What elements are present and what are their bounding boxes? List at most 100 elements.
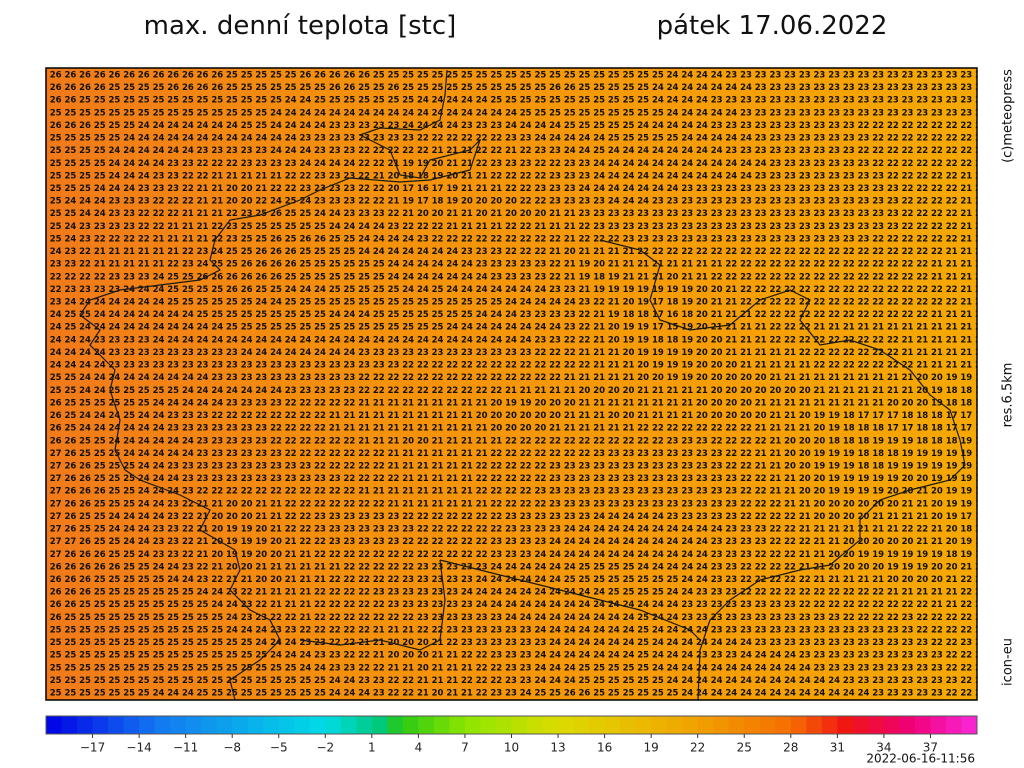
credit: (c)meteopress <box>1001 69 1016 163</box>
value-row: 7 27 26 25 25 24 24 24 23 23 22 21 20 19… <box>41 525 981 535</box>
colorbar-segment <box>185 716 202 734</box>
value-row: 6 26 25 25 25 25 25 25 25 25 25 25 25 24… <box>41 613 981 623</box>
colorbar-segment <box>77 716 94 734</box>
value-row: 4 25 24 23 22 22 22 22 21 21 21 21 22 23… <box>41 234 981 244</box>
colorbar-segment <box>790 716 807 734</box>
colorbar-segment <box>123 716 140 734</box>
value-row: 4 24 25 24 24 24 24 24 24 24 24 24 24 25… <box>41 323 981 333</box>
value-row: 6 25 25 25 25 25 25 25 25 25 25 25 25 25… <box>41 108 981 118</box>
colorbar-segment <box>340 716 357 734</box>
value-row: 5 25 25 25 25 25 25 25 24 24 24 25 25 25… <box>41 689 981 699</box>
value-row: 4 25 25 24 24 23 23 22 22 22 21 21 21 22… <box>41 209 981 219</box>
value-row: 6 25 25 25 25 25 24 24 24 24 24 24 24 24… <box>41 134 981 144</box>
value-row: 5 25 25 25 25 25 25 25 25 25 25 25 25 24… <box>41 625 981 635</box>
colorbar-segment <box>139 716 156 734</box>
value-row: 3 24 24 24 24 23 23 23 23 23 23 23 23 23… <box>41 348 981 358</box>
colorbar-segment <box>511 716 528 734</box>
colorbar-segment <box>263 716 280 734</box>
borders <box>79 69 966 700</box>
colorbar-segment <box>294 716 311 734</box>
value-row: 7 27 26 25 25 25 24 24 24 24 24 23 23 23… <box>41 449 981 459</box>
map-frame <box>45 67 978 701</box>
colorbar-segment <box>154 716 171 734</box>
colorbar-tick-label: 13 <box>550 741 565 755</box>
colorbar-tick-label: 1 <box>368 741 376 755</box>
colorbar-tick-label: −2 <box>316 741 334 755</box>
colorbar-segment <box>309 716 326 734</box>
value-row: 7 27 26 26 25 25 25 24 24 23 23 23 23 23… <box>41 461 981 471</box>
value-row: 6 26 26 26 26 25 25 25 25 26 26 26 26 25… <box>41 83 981 93</box>
colorbar-segment <box>232 716 249 734</box>
value-row: 5 25 25 24 24 25 25 25 25 25 24 24 24 24… <box>41 386 981 396</box>
value-row: 6 26 26 25 25 25 25 25 25 25 25 25 24 24… <box>41 600 981 610</box>
colorbar-segment <box>449 716 466 734</box>
colorbar-tick-label: 34 <box>876 741 891 755</box>
colorbar-segment <box>108 716 125 734</box>
colorbar-tick-label: 25 <box>737 741 752 755</box>
colorbar-segment <box>759 716 776 734</box>
colorbar-segment <box>899 716 916 734</box>
value-row: 6 25 25 25 25 25 25 25 25 25 25 25 25 25… <box>41 651 981 661</box>
value-row: 6 26 26 25 25 25 25 25 25 25 25 25 25 25… <box>41 96 981 106</box>
colorbar-segment <box>945 716 962 734</box>
colorbar-segment <box>201 716 218 734</box>
colorbar-segment <box>589 716 606 734</box>
colorbar-tick-label: −11 <box>173 741 198 755</box>
colorbar-segment <box>278 716 295 734</box>
colorbar-tick-label: −8 <box>223 741 241 755</box>
colorbar-tick-label: 31 <box>830 741 845 755</box>
colorbar-segment <box>216 716 233 734</box>
value-row: 6 26 26 25 25 24 24 24 24 24 24 23 23 23… <box>41 436 981 446</box>
colorbar-segment <box>651 716 668 734</box>
map-title: max. denní teplota [stc] <box>144 11 457 41</box>
colorbar-segment <box>620 716 637 734</box>
value-row: 4 25 24 23 23 23 23 22 22 21 21 21 22 23… <box>41 222 981 232</box>
value-row: 6 26 25 24 24 24 25 24 24 23 23 23 22 22… <box>41 411 981 421</box>
value-row: 5 25 25 25 24 24 24 23 23 23 22 21 21 20… <box>41 184 981 194</box>
colorbar-segment <box>464 716 481 734</box>
value-row: 5 25 25 25 25 25 25 25 25 25 25 25 25 25… <box>41 663 981 673</box>
value-row: 5 25 24 24 24 23 23 23 22 22 22 21 21 20… <box>41 197 981 207</box>
value-row: 6 26 26 26 25 25 25 24 24 24 24 24 24 24… <box>41 121 981 131</box>
colorbar-tick-label: 7 <box>461 741 469 755</box>
colorbar-segment <box>356 716 373 734</box>
colorbar-tick-label: 37 <box>923 741 938 755</box>
colorbar-tick-label: 10 <box>504 741 519 755</box>
colorbar-segment <box>247 716 264 734</box>
colorbar-segment <box>775 716 792 734</box>
colorbar-segment <box>418 716 435 734</box>
colorbar-tick-label: −17 <box>80 741 105 755</box>
colorbar-tick-label: 28 <box>783 741 798 755</box>
colorbar-segment <box>635 716 652 734</box>
value-row: 7 26 26 26 25 25 25 25 25 24 24 23 22 21… <box>41 575 981 585</box>
colorbar-segment <box>821 716 838 734</box>
colorbar-segment <box>961 716 978 734</box>
colorbar-segment <box>914 716 931 734</box>
value-row: 3 23 23 22 21 21 21 21 21 22 23 24 25 25… <box>41 260 981 270</box>
value-grid: 7 26 26 26 26 26 26 26 26 26 26 26 26 25… <box>41 71 981 699</box>
colorbar-segment <box>170 716 187 734</box>
colorbar-segment <box>542 716 559 734</box>
colorbar-tick-label: −5 <box>270 741 288 755</box>
value-row: 6 26 25 25 25 25 25 25 24 24 24 24 24 23… <box>41 398 981 408</box>
value-row: 7 27 26 25 25 24 24 24 24 23 22 21 20 20… <box>41 512 981 522</box>
colorbar-segment <box>325 716 342 734</box>
value-row: 3 22 22 22 22 23 23 23 24 25 25 26 26 26… <box>41 272 981 282</box>
resolution: res.6.5km <box>1001 363 1016 428</box>
value-row: 6 26 25 24 24 24 24 24 24 23 23 23 23 23… <box>41 424 981 434</box>
value-row: 3 24 24 24 23 23 23 23 24 24 24 24 24 24… <box>41 335 981 345</box>
colorbar-segment <box>402 716 419 734</box>
colorbar-tick-label: 16 <box>597 741 612 755</box>
value-row: 7 27 26 26 25 25 25 24 24 23 22 21 21 20… <box>41 499 981 509</box>
colorbar-segment <box>744 716 761 734</box>
colorbar-segment <box>480 716 497 734</box>
colorbar-segment <box>387 716 404 734</box>
value-row: 7 27 26 26 26 25 25 24 23 23 22 21 20 19… <box>41 550 981 560</box>
colorbar-segment <box>713 716 730 734</box>
value-row: 5 25 25 24 24 24 24 24 24 24 24 24 23 23… <box>41 373 981 383</box>
colorbar-segment <box>883 716 900 734</box>
colorbar-segment <box>852 716 869 734</box>
colorbar-segment <box>930 716 947 734</box>
colorbar-tick-label: 22 <box>690 741 705 755</box>
colorbar-segment <box>682 716 699 734</box>
